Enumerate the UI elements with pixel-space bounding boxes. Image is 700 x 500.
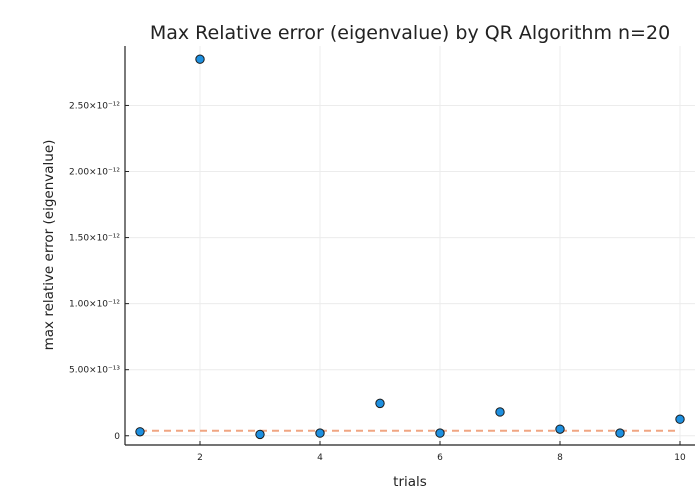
- y-tick-label: 1.50×10⁻¹²: [69, 234, 120, 244]
- series-layer: [135, 54, 685, 440]
- y-tick-label: 0: [114, 432, 120, 442]
- scatter-point: [135, 427, 145, 437]
- scatter-point: [615, 428, 625, 438]
- axes-layer: [124, 46, 695, 446]
- x-axis-label: trials: [393, 474, 427, 490]
- scatter-point: [555, 424, 565, 434]
- y-tick-label: 2.00×10⁻¹²: [69, 168, 120, 178]
- y-axis-label: max relative error (eigenvalue): [41, 140, 57, 351]
- y-tick-label: 1.00×10⁻¹²: [69, 300, 120, 310]
- x-tick-label: 2: [197, 453, 203, 463]
- y-tick-label: 5.00×10⁻¹³: [69, 366, 120, 376]
- y-tick-label: 2.50×10⁻¹²: [69, 101, 120, 111]
- scatter-point: [255, 429, 265, 440]
- grid-layer: [125, 46, 695, 445]
- x-tick-label: 8: [557, 453, 563, 463]
- x-tick-label: 6: [437, 453, 443, 463]
- x-tick-label: 10: [674, 453, 686, 463]
- scatter-point: [495, 407, 505, 417]
- scatter-point: [435, 428, 445, 438]
- x-tick-label: 4: [317, 453, 323, 463]
- ticks-layer: 2 4 6 8 10 0 5.00×10⁻¹³ 1.00×10⁻¹² 1.50×10⁻¹² 2.0…: [69, 101, 686, 463]
- chart-title: Max Relative error (eigenvalue) by QR Al…: [150, 22, 670, 44]
- scatter-point: [375, 398, 385, 409]
- scatter-point: [675, 414, 685, 424]
- scatter-point: [315, 428, 325, 438]
- scatter-point: [195, 54, 205, 64]
